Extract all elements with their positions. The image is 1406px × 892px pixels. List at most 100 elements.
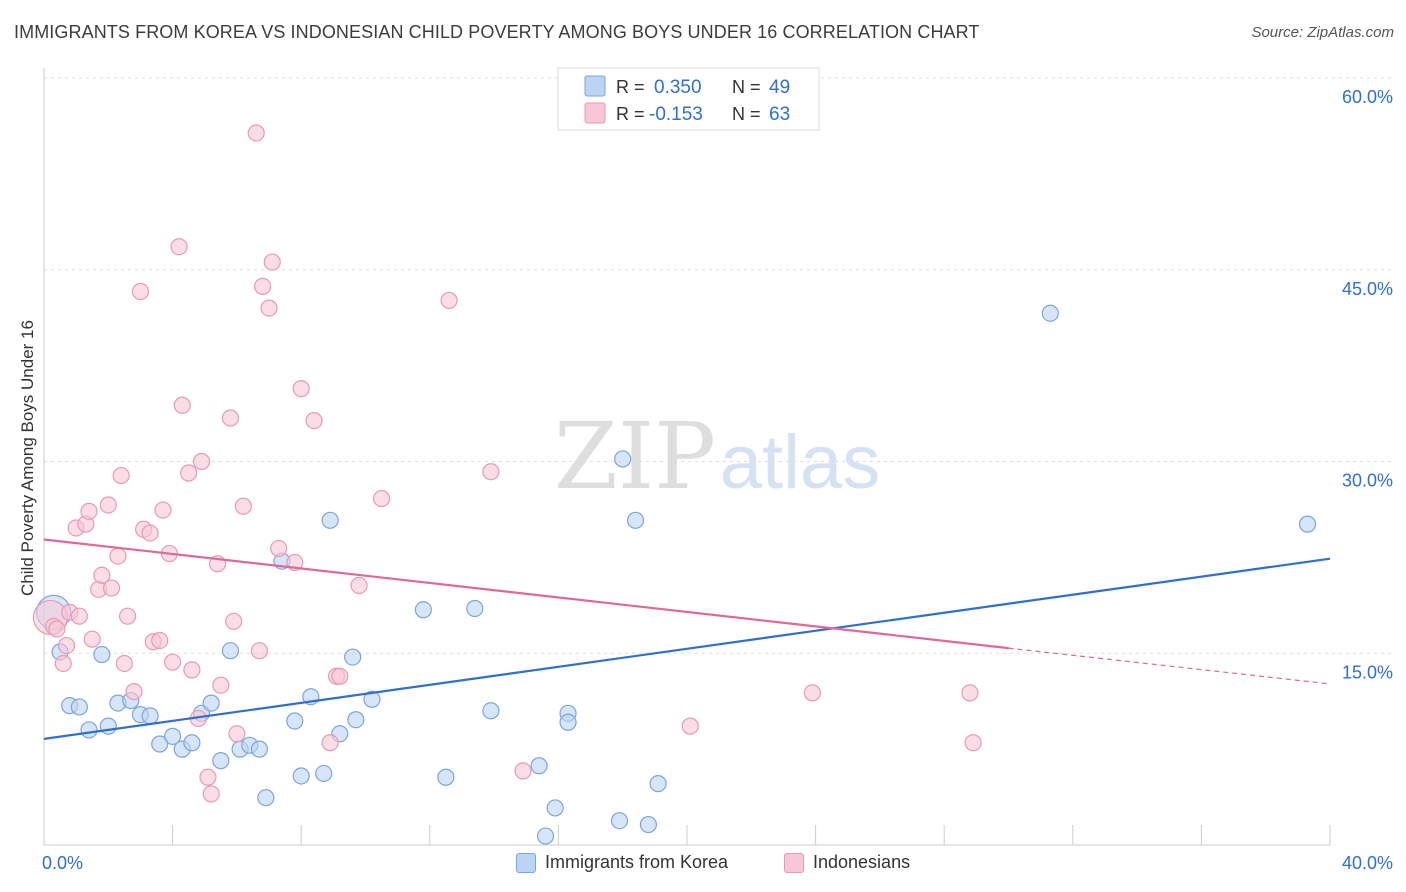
korea-point xyxy=(639,815,658,834)
indonesian-point xyxy=(221,409,240,427)
indonesian-point xyxy=(170,238,188,256)
korea-point xyxy=(202,694,220,712)
indonesian-point xyxy=(109,547,127,565)
korea-point xyxy=(344,648,362,666)
indonesian-point xyxy=(192,452,211,471)
indonesian-point xyxy=(321,734,339,752)
korea-point xyxy=(70,698,88,716)
indonesian-trend-extension xyxy=(1008,647,1331,685)
y-tick-label: 45.0% xyxy=(1342,279,1393,299)
legend-korea-n-label: N = xyxy=(732,77,761,97)
watermark-zip: ZIP xyxy=(554,403,716,510)
indonesian-point xyxy=(125,682,143,701)
indonesian-point xyxy=(141,524,159,542)
indonesian-point xyxy=(131,282,150,301)
indonesian-point xyxy=(292,380,310,398)
korea-point xyxy=(530,757,548,775)
legend-korea-r-value: 0.350 xyxy=(654,77,702,98)
indonesian-point xyxy=(102,579,121,597)
indonesian-point xyxy=(964,734,982,752)
legend-indo-r-label: R = xyxy=(616,104,645,124)
legend-swatch-korea xyxy=(516,852,536,873)
indonesian-point xyxy=(54,654,72,673)
korea-point xyxy=(286,712,304,730)
legend-item-korea: Immigrants from Korea xyxy=(516,852,728,873)
korea-point xyxy=(536,827,555,845)
indonesian-point xyxy=(305,411,323,430)
indonesian-point xyxy=(350,576,368,595)
indonesian-point xyxy=(118,607,137,625)
legend-korea-r-label: R = xyxy=(616,77,645,97)
gridlines xyxy=(44,77,1394,654)
indonesian-point xyxy=(803,684,821,702)
legend-label-indonesians: Indonesians xyxy=(813,852,911,872)
legend-indo-n-value: 63 xyxy=(769,104,790,125)
korea-point xyxy=(466,599,484,618)
korea-point xyxy=(649,775,667,793)
korea-point xyxy=(1298,515,1317,533)
legend-indo-swatch xyxy=(584,102,606,124)
watermark-atlas: atlas xyxy=(720,420,881,505)
korea-point xyxy=(183,734,201,752)
indonesian-point xyxy=(270,539,288,558)
legend-korea-swatch xyxy=(584,75,606,97)
korea-point xyxy=(151,735,169,753)
korea-point xyxy=(257,789,275,807)
korea-point xyxy=(546,799,564,817)
indonesian-point xyxy=(199,768,217,786)
legend-indo-n-label: N = xyxy=(732,104,761,124)
indonesian-point xyxy=(202,785,220,803)
series-legend: Immigrants from Korea Indonesians xyxy=(0,852,1406,876)
korea-point xyxy=(292,767,310,785)
korea-point xyxy=(315,764,333,783)
indonesian-trend-line xyxy=(43,538,1009,650)
indonesian-point xyxy=(212,676,230,694)
y-tick-label: 60.0% xyxy=(1342,87,1393,107)
korea-point xyxy=(221,642,240,660)
indonesian-point xyxy=(83,630,101,648)
indonesian-point xyxy=(482,463,500,481)
indonesian-point xyxy=(250,642,269,660)
korea-point xyxy=(164,727,182,745)
indonesian-point xyxy=(263,253,281,271)
legend-korea-n-value: 49 xyxy=(769,77,790,98)
korea-point xyxy=(614,450,632,468)
indonesian-point xyxy=(99,496,117,514)
indonesian-point xyxy=(180,464,198,482)
x-tick-label: 40.0% xyxy=(1342,853,1393,873)
korea-trend-line xyxy=(43,557,1331,740)
indonesian-point xyxy=(115,654,133,673)
trend-lines xyxy=(43,538,1331,740)
legend-indo-r-value: -0.153 xyxy=(649,104,703,125)
source-credit: Source: ZipAtlas.com xyxy=(1251,24,1394,41)
indonesian-point xyxy=(514,762,532,780)
indonesian-point xyxy=(183,661,201,679)
indonesian-point xyxy=(331,667,349,685)
indonesian-point xyxy=(228,725,246,743)
indonesian-point xyxy=(112,466,130,485)
indonesian-point xyxy=(234,497,252,515)
indonesian-point xyxy=(372,489,391,508)
korea-point xyxy=(559,713,577,731)
indonesian-point xyxy=(254,277,272,295)
korea-point xyxy=(610,812,629,830)
tick-labels: 15.0% 30.0% 45.0% 60.0% 0.0% 40.0% xyxy=(42,87,1393,873)
korea-points xyxy=(36,304,1317,845)
indonesian-point xyxy=(154,501,172,519)
korea-point xyxy=(321,511,339,529)
indonesian-point xyxy=(48,620,66,638)
korea-point xyxy=(347,711,365,729)
korea-point xyxy=(80,721,98,739)
korea-point xyxy=(93,645,111,664)
legend-swatch-indonesians xyxy=(784,852,804,873)
korea-point xyxy=(414,601,432,619)
y-tick-label: 30.0% xyxy=(1342,471,1393,491)
korea-point xyxy=(141,707,159,725)
indonesian-point xyxy=(151,631,169,650)
y-tick-label: 15.0% xyxy=(1342,662,1393,682)
indonesian-point xyxy=(80,502,98,520)
legend-item-indonesians: Indonesians xyxy=(784,852,910,873)
korea-point xyxy=(250,740,269,758)
x-tick-label: 0.0% xyxy=(42,853,83,873)
